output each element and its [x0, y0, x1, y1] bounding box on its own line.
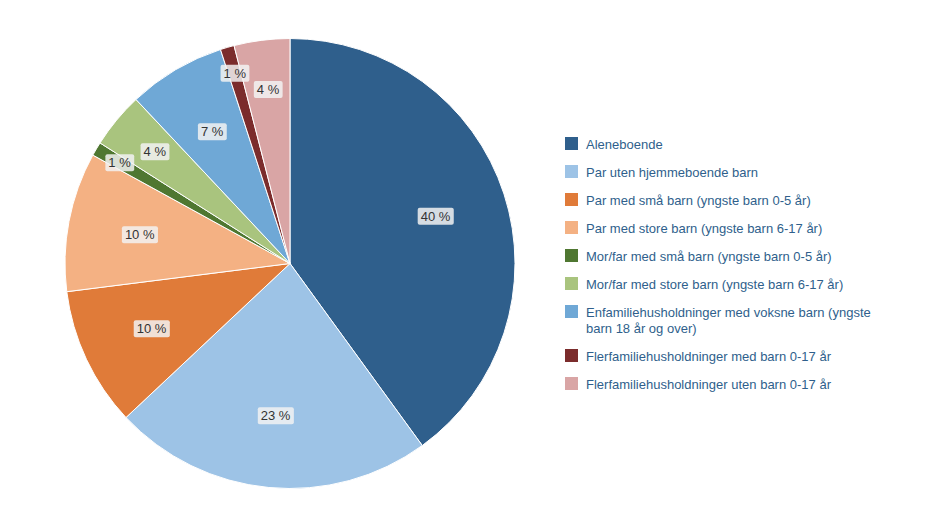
legend-swatch	[565, 349, 578, 362]
legend-label: Mor/far med små barn (yngste barn 0-5 år…	[586, 248, 832, 263]
data-label: 4 %	[257, 82, 280, 97]
legend-swatch	[565, 377, 578, 390]
legend-label: Flerfamiliehusholdninger med barn 0-17 å…	[586, 348, 832, 363]
legend-swatch	[565, 249, 578, 262]
legend-label-line: Mor/far med store barn (yngste barn 6-17…	[586, 276, 843, 291]
data-label: 1 %	[224, 66, 247, 81]
legend-label-line: Par med store barn (yngste barn 6-17 år)	[586, 220, 822, 235]
data-label-box	[418, 208, 454, 225]
legend-label: Par med store barn (yngste barn 6-17 år)	[586, 220, 822, 235]
legend-swatch	[565, 165, 578, 178]
legend-label-line: Par med små barn (yngste barn 0-5 år)	[586, 192, 811, 207]
background	[0, 0, 947, 527]
data-label: 7 %	[201, 124, 224, 139]
data-label: 4 %	[144, 144, 167, 159]
legend-label: Aleneboende	[586, 136, 663, 151]
data-label-box	[254, 81, 283, 98]
data-label: 23 %	[261, 408, 291, 423]
legend-swatch	[565, 277, 578, 290]
data-label: 10 %	[125, 227, 155, 242]
legend-label: Par uten hjemmeboende barn	[586, 164, 758, 179]
data-label: 10 %	[137, 321, 167, 336]
data-label-box	[122, 226, 158, 243]
data-label-box	[105, 154, 134, 171]
data-label-box	[198, 123, 227, 140]
data-label: 1 %	[108, 155, 131, 170]
legend-label: Enfamiliehusholdninger med voksne barn (…	[586, 304, 871, 335]
chart: 40 % 23 % 10 % 10 % 1 % 4 % 7 % 1 % 4 % Aleneboen…	[0, 0, 947, 527]
legend-label-line: Enfamiliehusholdninger med voksne barn (…	[586, 304, 871, 319]
legend-swatch	[565, 137, 578, 150]
pie	[65, 39, 515, 489]
legend-label: Par med små barn (yngste barn 0-5 år)	[586, 192, 811, 207]
data-labels: 40 % 23 % 10 % 10 % 1 % 4 % 7 % 1 % 4 %	[105, 65, 453, 424]
legend-swatch	[565, 305, 578, 318]
legend-label-line: Aleneboende	[586, 136, 663, 151]
legend-label-line: barn 18 år og over)	[586, 320, 697, 335]
legend: Aleneboende Par uten hjemmeboende barn Par…	[565, 136, 871, 391]
legend-label: Mor/far med store barn (yngste barn 6-17…	[586, 276, 843, 291]
legend-label-line: Mor/far med små barn (yngste barn 0-5 år…	[586, 248, 832, 263]
legend-label-line: Par uten hjemmeboende barn	[586, 164, 758, 179]
legend-label-line: Flerfamiliehusholdninger uten barn 0-17 …	[586, 376, 832, 391]
data-label-box	[221, 65, 250, 82]
data-label: 40 %	[421, 209, 451, 224]
legend-swatch	[565, 193, 578, 206]
data-label-box	[134, 320, 170, 337]
legend-label-line: Flerfamiliehusholdninger med barn 0-17 å…	[586, 348, 832, 363]
data-label-box	[258, 407, 294, 424]
data-label-box	[141, 143, 170, 160]
legend-swatch	[565, 221, 578, 234]
legend-label: Flerfamiliehusholdninger uten barn 0-17 …	[586, 376, 832, 391]
